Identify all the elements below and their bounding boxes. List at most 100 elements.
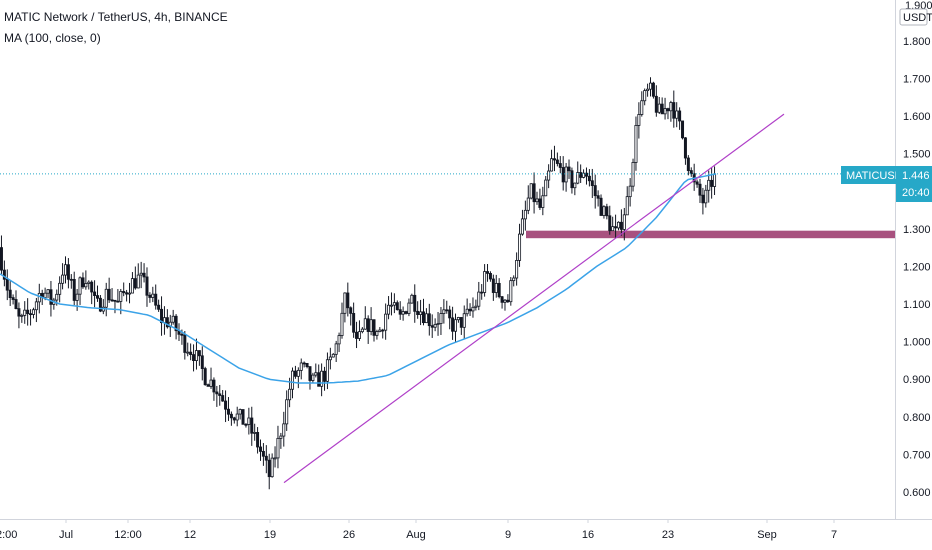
candle [186, 342, 190, 357]
candle-body [104, 288, 108, 308]
time-tick-label: Aug [406, 529, 426, 541]
candle-body [707, 179, 711, 191]
candle-body [384, 313, 388, 331]
candle [29, 309, 33, 326]
candle [541, 186, 545, 216]
candle-body [20, 314, 24, 317]
candle-body [529, 183, 533, 199]
candle [232, 416, 236, 424]
candle-body [145, 276, 149, 296]
candle-body [456, 317, 460, 321]
candle [465, 298, 469, 317]
candle-body [713, 173, 717, 187]
candle-body [698, 183, 702, 196]
candle [448, 305, 452, 330]
candle [681, 120, 685, 140]
candle-body [49, 289, 53, 305]
candle [46, 288, 50, 299]
candle-body [587, 175, 591, 182]
candle-body [427, 313, 431, 327]
candle [311, 372, 315, 384]
candle [518, 223, 522, 267]
candle [436, 311, 440, 336]
candle [20, 313, 24, 323]
candle [515, 252, 519, 286]
trendline-layer [283, 113, 785, 484]
candle-body [171, 315, 175, 323]
candle-body [78, 277, 82, 295]
candle-body [506, 299, 510, 303]
candle-body [535, 198, 539, 203]
candle [247, 407, 251, 435]
candle [375, 329, 379, 340]
candle [218, 384, 222, 406]
price-tick-label: 0.900 [903, 374, 931, 386]
candle-body [628, 185, 632, 198]
candle [253, 423, 257, 441]
candle-body [561, 167, 565, 183]
candle-body [701, 194, 705, 204]
candle-body [491, 278, 495, 293]
candle [625, 186, 629, 216]
symbol-price-tag [841, 166, 896, 184]
candle [666, 107, 670, 120]
candle-body [579, 172, 583, 178]
candle [206, 383, 210, 387]
candle-body [666, 108, 670, 112]
candle-body [110, 299, 114, 302]
candle-body [235, 413, 239, 421]
candle [215, 385, 219, 407]
candle-body [544, 179, 548, 197]
candle [183, 330, 187, 360]
candle-body [325, 359, 329, 382]
candle [401, 306, 405, 321]
candle-body [541, 195, 545, 208]
candle [512, 275, 516, 287]
candle-body [241, 409, 245, 425]
candle-body [468, 308, 472, 312]
candle [701, 187, 705, 215]
candle-body [267, 459, 271, 478]
candle [477, 281, 481, 311]
candle [413, 284, 417, 323]
candle-body [221, 395, 225, 402]
candle-body [695, 181, 699, 185]
candle-body [58, 282, 62, 295]
candle-body [328, 356, 332, 361]
candle-body [320, 370, 324, 387]
candle [171, 309, 175, 325]
candle [226, 397, 230, 421]
candle-body [331, 353, 335, 358]
candle-body [186, 351, 190, 354]
candle-body [291, 370, 295, 390]
candle-body [66, 264, 70, 280]
candle [459, 317, 463, 335]
candle-body [17, 308, 21, 317]
price-tick-label: 1.600 [903, 111, 931, 123]
candle-body [608, 215, 612, 232]
candle [520, 209, 524, 236]
candle-body [611, 226, 615, 232]
candle [407, 298, 411, 317]
candle-body [424, 313, 428, 324]
candle [142, 263, 146, 283]
candle-body [512, 277, 516, 282]
currency-box[interactable] [899, 8, 928, 26]
candle [486, 264, 490, 282]
candle [710, 167, 714, 199]
candle [576, 161, 580, 185]
candle [352, 302, 356, 338]
candle-body [389, 304, 393, 307]
candle-body [448, 309, 452, 319]
candle-body [133, 278, 137, 289]
candle [590, 168, 594, 199]
candle [366, 315, 370, 344]
candle-body [34, 301, 38, 311]
candle-body [31, 309, 35, 315]
candle-body [0, 247, 3, 271]
candle [360, 327, 364, 334]
candle [270, 453, 274, 478]
candle-body [683, 137, 687, 159]
candle [5, 269, 9, 301]
